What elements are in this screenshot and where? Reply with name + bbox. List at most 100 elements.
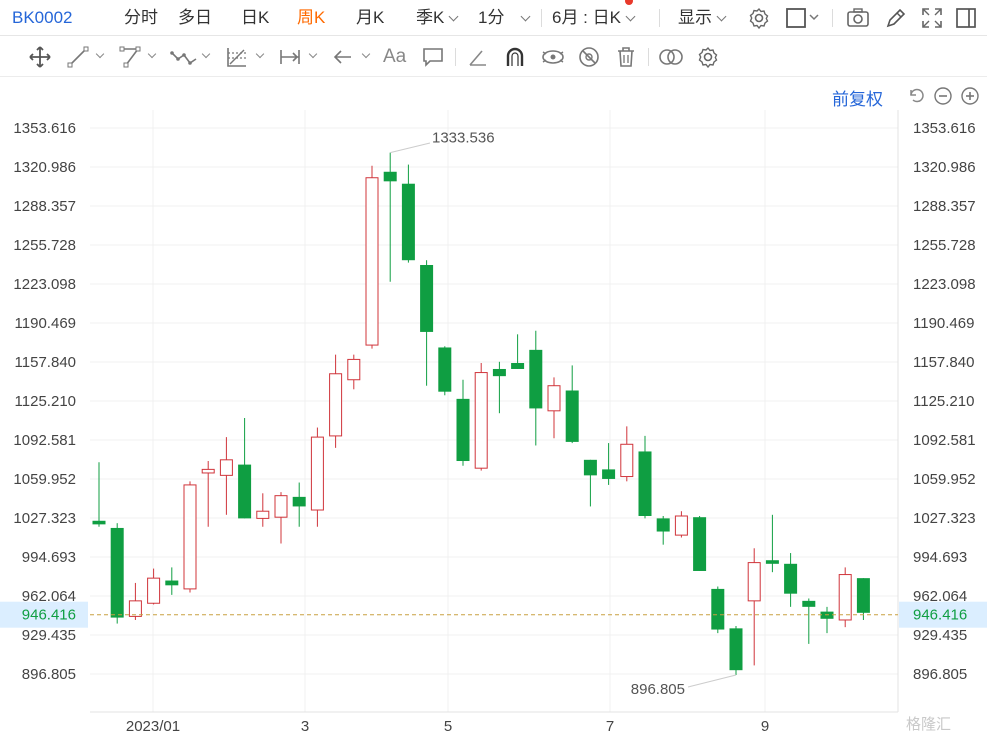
zoom-in-icon[interactable] (960, 86, 980, 106)
candle-body-up (365, 177, 379, 346)
y-tick-label-left: 1223.098 (13, 276, 76, 293)
y-tick-label-left: 1027.323 (13, 510, 76, 527)
y-tick-label-left: 1157.840 (15, 354, 76, 371)
undo-icon[interactable] (906, 86, 926, 106)
minute-select-label: 1分 (478, 8, 505, 27)
candle-body-down (292, 496, 306, 507)
period-tab-intraday[interactable]: 分时 (124, 8, 158, 27)
x-tick-label: 2023/01 (126, 718, 180, 735)
symbol-label[interactable]: BK0002 (12, 8, 73, 27)
fib-icon[interactable] (225, 45, 249, 69)
candle-body-down (529, 349, 543, 409)
eye-link-icon[interactable] (540, 45, 566, 69)
chevron-down-icon[interactable] (201, 49, 211, 59)
chevron-down-icon[interactable] (147, 49, 157, 59)
y-tick-label-right: 1059.952 (913, 471, 976, 488)
polyline-icon[interactable] (118, 45, 142, 69)
candle-body-down (693, 517, 707, 571)
candle-body-up (310, 436, 324, 511)
candle-body-up (219, 459, 233, 476)
candle-body-down (438, 347, 452, 392)
move-icon[interactable] (28, 45, 52, 69)
candle-body-down (165, 580, 179, 586)
x-tick-label: 7 (606, 718, 614, 735)
period-toolbar: BK0002 分时 多日 日K 周K 月K 季K 1分 6月 : 日K 显示 (0, 0, 987, 36)
candle-body-up (201, 468, 215, 474)
divider (541, 9, 542, 27)
candlestick-chart[interactable]: 1353.616 1353.616 1320.986 1320.986 1288.357… (0, 110, 987, 741)
chevron-down-icon[interactable] (308, 49, 318, 59)
high-annotation-label: 1333.536 (432, 130, 495, 147)
candle-body-down (401, 183, 415, 261)
y-tick-label-right: 1027.323 (913, 510, 976, 527)
fullscreen-icon[interactable] (920, 6, 944, 30)
comment-icon[interactable] (421, 45, 445, 69)
divider (659, 9, 660, 27)
candle-body-up (747, 562, 761, 602)
candle-body-up (838, 574, 852, 621)
y-tick-label-right: 929.435 (913, 627, 967, 644)
high-annotation-leader (390, 142, 431, 154)
candle-body-down (110, 527, 124, 618)
current-price-label-left: 946.416 (22, 607, 76, 624)
pen-icon[interactable] (884, 6, 908, 30)
display-menu[interactable]: 显示 (678, 0, 727, 36)
wave-icon[interactable] (170, 45, 198, 69)
y-tick-label-left: 896.805 (22, 666, 76, 683)
candle-body-down (565, 390, 579, 442)
line-icon[interactable] (66, 45, 90, 69)
zoom-out-icon[interactable] (933, 86, 953, 106)
y-tick-label-left: 1255.728 (13, 237, 76, 254)
y-tick-label-right: 1288.357 (913, 198, 976, 215)
candle-body-down (729, 628, 743, 671)
chevron-down-icon[interactable] (95, 49, 105, 59)
chevron-down-icon (448, 11, 459, 22)
y-tick-label-left: 1190.469 (15, 315, 76, 332)
candle-body-up (674, 515, 688, 536)
watermark-logo: 格隆汇 (906, 716, 952, 733)
y-tick-label-right: 1223.098 (913, 276, 976, 293)
hide-icon[interactable] (577, 45, 601, 69)
current-price-tag-left (0, 601, 88, 628)
price-adjust-toggle[interactable]: 前复权 (832, 90, 883, 109)
measure-icon[interactable] (278, 45, 302, 69)
layout-square-icon[interactable] (785, 6, 819, 30)
candle-body-up (474, 372, 488, 469)
range-select[interactable]: 6月 : 日K (552, 0, 636, 36)
candle-body-up (256, 510, 270, 519)
settings-gear-icon[interactable] (747, 6, 771, 30)
chevron-down-icon[interactable] (361, 49, 371, 59)
chevron-down-icon (716, 11, 727, 22)
current-price-tag-right (899, 601, 987, 628)
candle-body-up (547, 385, 561, 412)
period-tab-weekly[interactable]: 周K (297, 8, 326, 27)
trash-icon[interactable] (614, 45, 638, 69)
range-select-label: 6月 : 日K (552, 8, 621, 27)
minute-select[interactable]: 1分 (478, 0, 531, 36)
low-annotation-leader (687, 674, 737, 688)
period-tab-monthly[interactable]: 月K (356, 8, 385, 27)
period-tab-multiday[interactable]: 多日 (178, 8, 212, 27)
period-tab-daily[interactable]: 日K (241, 8, 270, 27)
angle-icon[interactable] (466, 45, 490, 69)
camera-icon[interactable] (846, 6, 870, 30)
y-tick-label-left: 1353.616 (13, 120, 76, 137)
side-panel-icon[interactable] (954, 6, 978, 30)
arrow-icon[interactable] (331, 45, 355, 69)
settings-icon[interactable] (696, 45, 720, 69)
y-tick-label-left: 1320.986 (13, 159, 76, 176)
divider (832, 9, 833, 27)
drawing-toolbar: Aa (0, 37, 987, 77)
current-price-label-right: 946.416 (913, 607, 967, 624)
candle-body-down (456, 398, 470, 462)
magnet-icon[interactable] (503, 45, 527, 69)
period-tab-quarterly[interactable]: 季K (416, 0, 459, 36)
chevron-down-icon[interactable] (255, 49, 265, 59)
candle-body-up (128, 600, 142, 617)
candle-body-up (347, 358, 361, 381)
candle-body-down (856, 578, 870, 613)
y-tick-label-right: 1320.986 (913, 159, 976, 176)
text-icon[interactable]: Aa (383, 46, 407, 67)
display-menu-label: 显示 (678, 8, 712, 27)
overlay-icon[interactable] (658, 45, 684, 69)
